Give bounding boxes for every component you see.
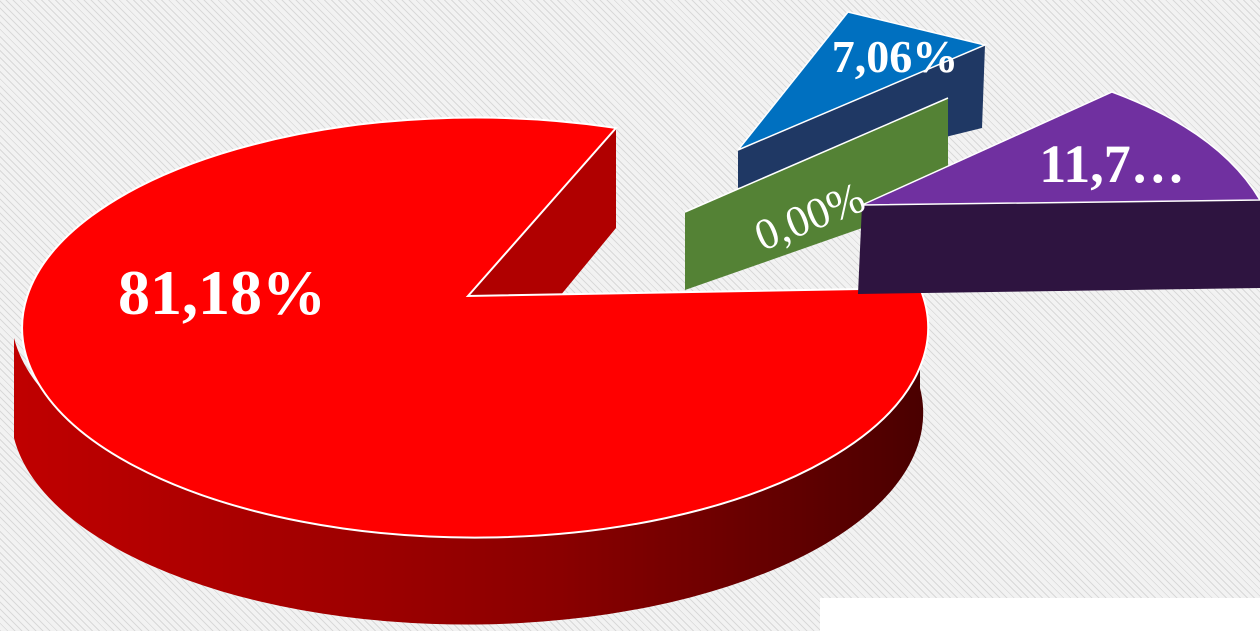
- data-label-red: 81,18%: [118, 257, 326, 328]
- slice-green-side: [685, 98, 948, 290]
- slice-red-side: [14, 288, 924, 625]
- slice-red-top: [21, 116, 930, 539]
- blank-panel: [820, 598, 1260, 631]
- slice-purple-top: [861, 91, 1260, 206]
- slice-blue: [737, 11, 988, 188]
- slice-green-top: [684, 97, 949, 213]
- slice-blue-side: [738, 45, 985, 188]
- slice-purple: [858, 91, 1260, 294]
- slice-red: [14, 116, 930, 625]
- data-label-purple: 11,7…: [1039, 134, 1185, 194]
- slice-blue-top: [737, 11, 988, 151]
- slice-purple-side: [858, 200, 1260, 294]
- slice-green: [684, 97, 949, 290]
- data-label-blue: 7,06%: [832, 31, 959, 82]
